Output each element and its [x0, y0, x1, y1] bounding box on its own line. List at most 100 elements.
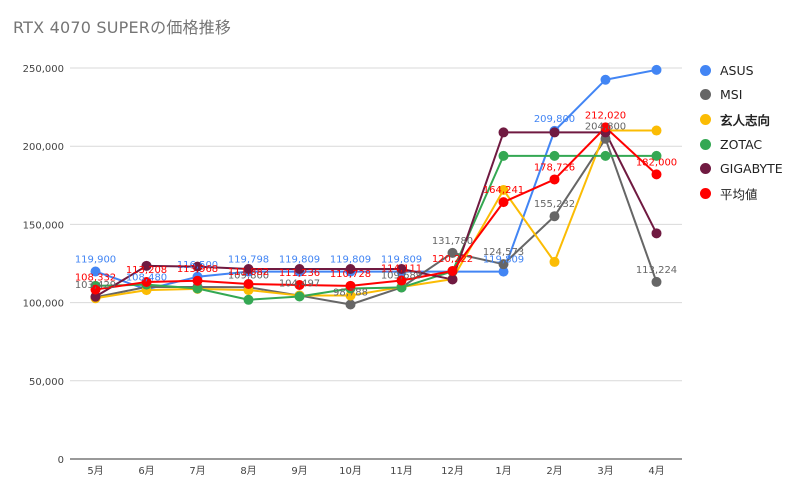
- data-point: [651, 125, 662, 136]
- x-tick-label: 10月: [339, 465, 362, 477]
- data-label: 164,241: [483, 185, 524, 196]
- legend-label: MSI: [720, 87, 743, 103]
- data-label: 120,222: [432, 254, 473, 265]
- legend-marker: [700, 187, 711, 199]
- legend-label: GIGABYTE: [720, 161, 783, 177]
- data-point: [600, 122, 611, 133]
- legend-label: 平均値: [720, 186, 758, 202]
- data-point: [549, 174, 560, 185]
- data-point: [549, 256, 560, 267]
- data-label: 103,429: [75, 280, 116, 291]
- data-point: [90, 266, 101, 277]
- data-point: [651, 169, 662, 180]
- legend-marker: [700, 89, 711, 101]
- data-point: [651, 64, 662, 75]
- data-label: 111,236: [279, 268, 320, 279]
- legend-marker: [700, 64, 711, 76]
- legend-item: 平均値: [700, 181, 810, 206]
- data-label: 113,224: [636, 265, 677, 276]
- data-label: 155,232: [534, 199, 575, 210]
- data-label: 114,111: [381, 264, 422, 275]
- data-label: 98,788: [333, 287, 368, 298]
- x-tick-label: 4月: [648, 465, 664, 477]
- data-point: [345, 299, 356, 310]
- data-label: 119,809: [279, 255, 320, 266]
- x-tick-label: 3月: [597, 465, 613, 477]
- data-point: [243, 279, 254, 290]
- data-point: [294, 280, 305, 291]
- data-point: [294, 263, 305, 274]
- data-label: 119,809: [330, 255, 371, 266]
- legend-marker: [700, 113, 711, 125]
- series-line-3: [95, 154, 657, 301]
- data-label: 182,000: [636, 157, 677, 168]
- data-label: 178,726: [534, 162, 575, 173]
- y-tick-label: 150,000: [23, 220, 64, 231]
- data-label: 119,809: [381, 255, 422, 266]
- data-label: 111,882: [228, 267, 269, 278]
- legend-item: MSI: [700, 83, 810, 108]
- legend-marker: [700, 163, 711, 175]
- data-point: [549, 127, 560, 138]
- data-point: [600, 74, 611, 85]
- data-label: 113,968: [177, 264, 218, 275]
- x-tick-label: 6月: [138, 465, 154, 477]
- x-tick-label: 12月: [441, 465, 464, 477]
- legend-label: ZOTAC: [720, 136, 763, 152]
- data-point: [498, 266, 509, 277]
- y-tick-label: 250,000: [23, 64, 64, 75]
- series-line-4: [94, 131, 658, 298]
- data-point: [243, 294, 254, 305]
- legend-item: 玄人志向: [700, 107, 810, 132]
- data-point: [498, 184, 509, 195]
- data-label: 109,689: [381, 270, 422, 281]
- data-point: [396, 282, 407, 293]
- data-point: [447, 265, 458, 276]
- x-tick-label: 7月: [189, 465, 205, 477]
- data-point: [345, 280, 356, 291]
- data-point: [498, 150, 509, 161]
- data-point: [651, 228, 662, 239]
- data-point: [90, 284, 101, 295]
- data-point: [498, 197, 509, 208]
- data-label: 209,800: [534, 114, 575, 125]
- data-point: [192, 283, 203, 294]
- data-point: [447, 247, 458, 258]
- data-label: 116,500: [177, 260, 218, 271]
- data-point: [192, 275, 203, 286]
- legend: ASUS MSI 玄人志向 ZOTAC GIGABYTE 平均値: [700, 58, 810, 206]
- data-point: [141, 260, 152, 271]
- series-line-0: [95, 68, 657, 291]
- data-point: [498, 127, 509, 138]
- data-point: [549, 150, 560, 161]
- legend-item: ZOTAC: [700, 132, 810, 157]
- x-tick-label: 11月: [390, 465, 413, 477]
- y-tick-label: 200,000: [23, 142, 64, 153]
- data-point: [396, 275, 407, 286]
- series-line-5: [95, 126, 658, 291]
- y-tick-label: 50,000: [29, 377, 64, 388]
- data-label: 119,798: [228, 255, 269, 266]
- data-label: 204,800: [585, 122, 626, 133]
- data-point: [192, 261, 203, 272]
- chart-title: RTX 4070 SUPERの価格推移: [13, 18, 232, 37]
- data-label: 110,728: [330, 269, 371, 280]
- data-point: [294, 291, 305, 302]
- data-label: 104,497: [279, 279, 320, 290]
- series-line-2: [95, 129, 657, 300]
- data-label: 124,573: [483, 247, 524, 258]
- data-point: [90, 291, 101, 302]
- data-label: 109,800: [228, 270, 269, 281]
- x-tick-label: 1月: [495, 465, 511, 477]
- x-tick-label: 9月: [291, 465, 307, 477]
- data-point: [345, 263, 356, 274]
- x-tick-label: 5月: [87, 465, 103, 477]
- x-tick-label: 2月: [546, 465, 562, 477]
- data-point: [447, 274, 458, 285]
- legend-label: ASUS: [720, 62, 754, 78]
- data-label: 108,480: [126, 272, 167, 283]
- y-tick-label: 0: [58, 455, 64, 466]
- data-label: 113,208: [126, 265, 167, 276]
